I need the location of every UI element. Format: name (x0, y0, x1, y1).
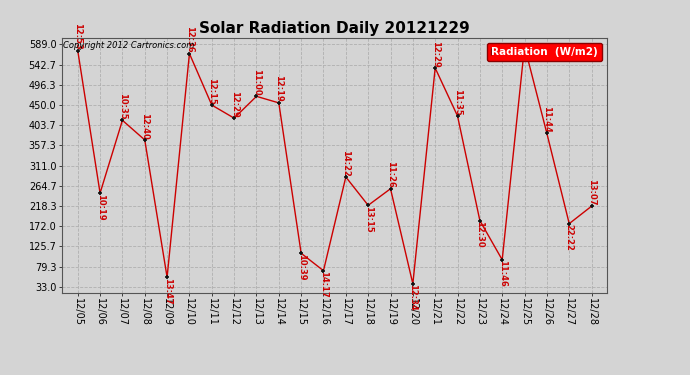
Text: Copyright 2012 Cartronics.com: Copyright 2012 Cartronics.com (63, 41, 195, 50)
Point (519, 43, 530, 49)
Text: 12:36: 12:36 (185, 26, 194, 53)
Point (363, 202, 374, 208)
Text: 10:19: 10:19 (96, 194, 105, 220)
Point (273, 100, 284, 106)
Point (542, 130, 553, 136)
Text: 11:35: 11:35 (453, 88, 462, 115)
Point (206, 102, 217, 108)
Text: 12:34: 12:34 (408, 284, 417, 311)
Text: 13:07: 13:07 (587, 179, 596, 206)
Point (228, 115, 239, 121)
Point (497, 257, 508, 263)
Text: 11:44: 11:44 (542, 106, 551, 133)
Point (295, 250, 306, 256)
Point (586, 203, 597, 209)
Text: 22:22: 22:22 (564, 224, 573, 251)
Text: 11:46: 11:46 (497, 260, 506, 287)
Point (95, 190, 106, 196)
Text: 13:15: 13:15 (364, 206, 373, 233)
Point (340, 174, 351, 180)
Point (161, 274, 172, 280)
Text: 12:40: 12:40 (140, 112, 149, 139)
Point (385, 186, 396, 192)
Point (117, 117, 128, 123)
Text: 14:22: 14:22 (342, 150, 351, 176)
Legend: Radiation  (W/m2): Radiation (W/m2) (487, 43, 602, 61)
Text: 12:53: 12:53 (73, 23, 82, 50)
Point (72, 48, 83, 54)
Text: 10:39: 10:39 (297, 254, 306, 280)
Text: 10:35: 10:35 (118, 93, 127, 120)
Point (564, 220, 575, 226)
Text: 12:29: 12:29 (431, 40, 440, 68)
Text: 12:19: 12:19 (275, 75, 284, 102)
Point (430, 65, 441, 71)
Text: 12:30: 12:30 (475, 221, 484, 248)
Point (452, 113, 463, 119)
Text: 11:26: 11:26 (386, 161, 395, 188)
Text: 14:17: 14:17 (319, 272, 328, 298)
Title: Solar Radiation Daily 20121229: Solar Radiation Daily 20121229 (199, 21, 470, 36)
Point (139, 137, 150, 143)
Text: 11:00: 11:00 (252, 69, 261, 96)
Text: 13:47: 13:47 (163, 278, 172, 304)
Text: 12:29: 12:29 (230, 91, 239, 117)
Point (184, 51, 195, 57)
Point (318, 268, 329, 274)
Point (474, 217, 485, 223)
Point (251, 93, 262, 99)
Point (407, 281, 418, 287)
Text: 12:15: 12:15 (207, 78, 216, 105)
